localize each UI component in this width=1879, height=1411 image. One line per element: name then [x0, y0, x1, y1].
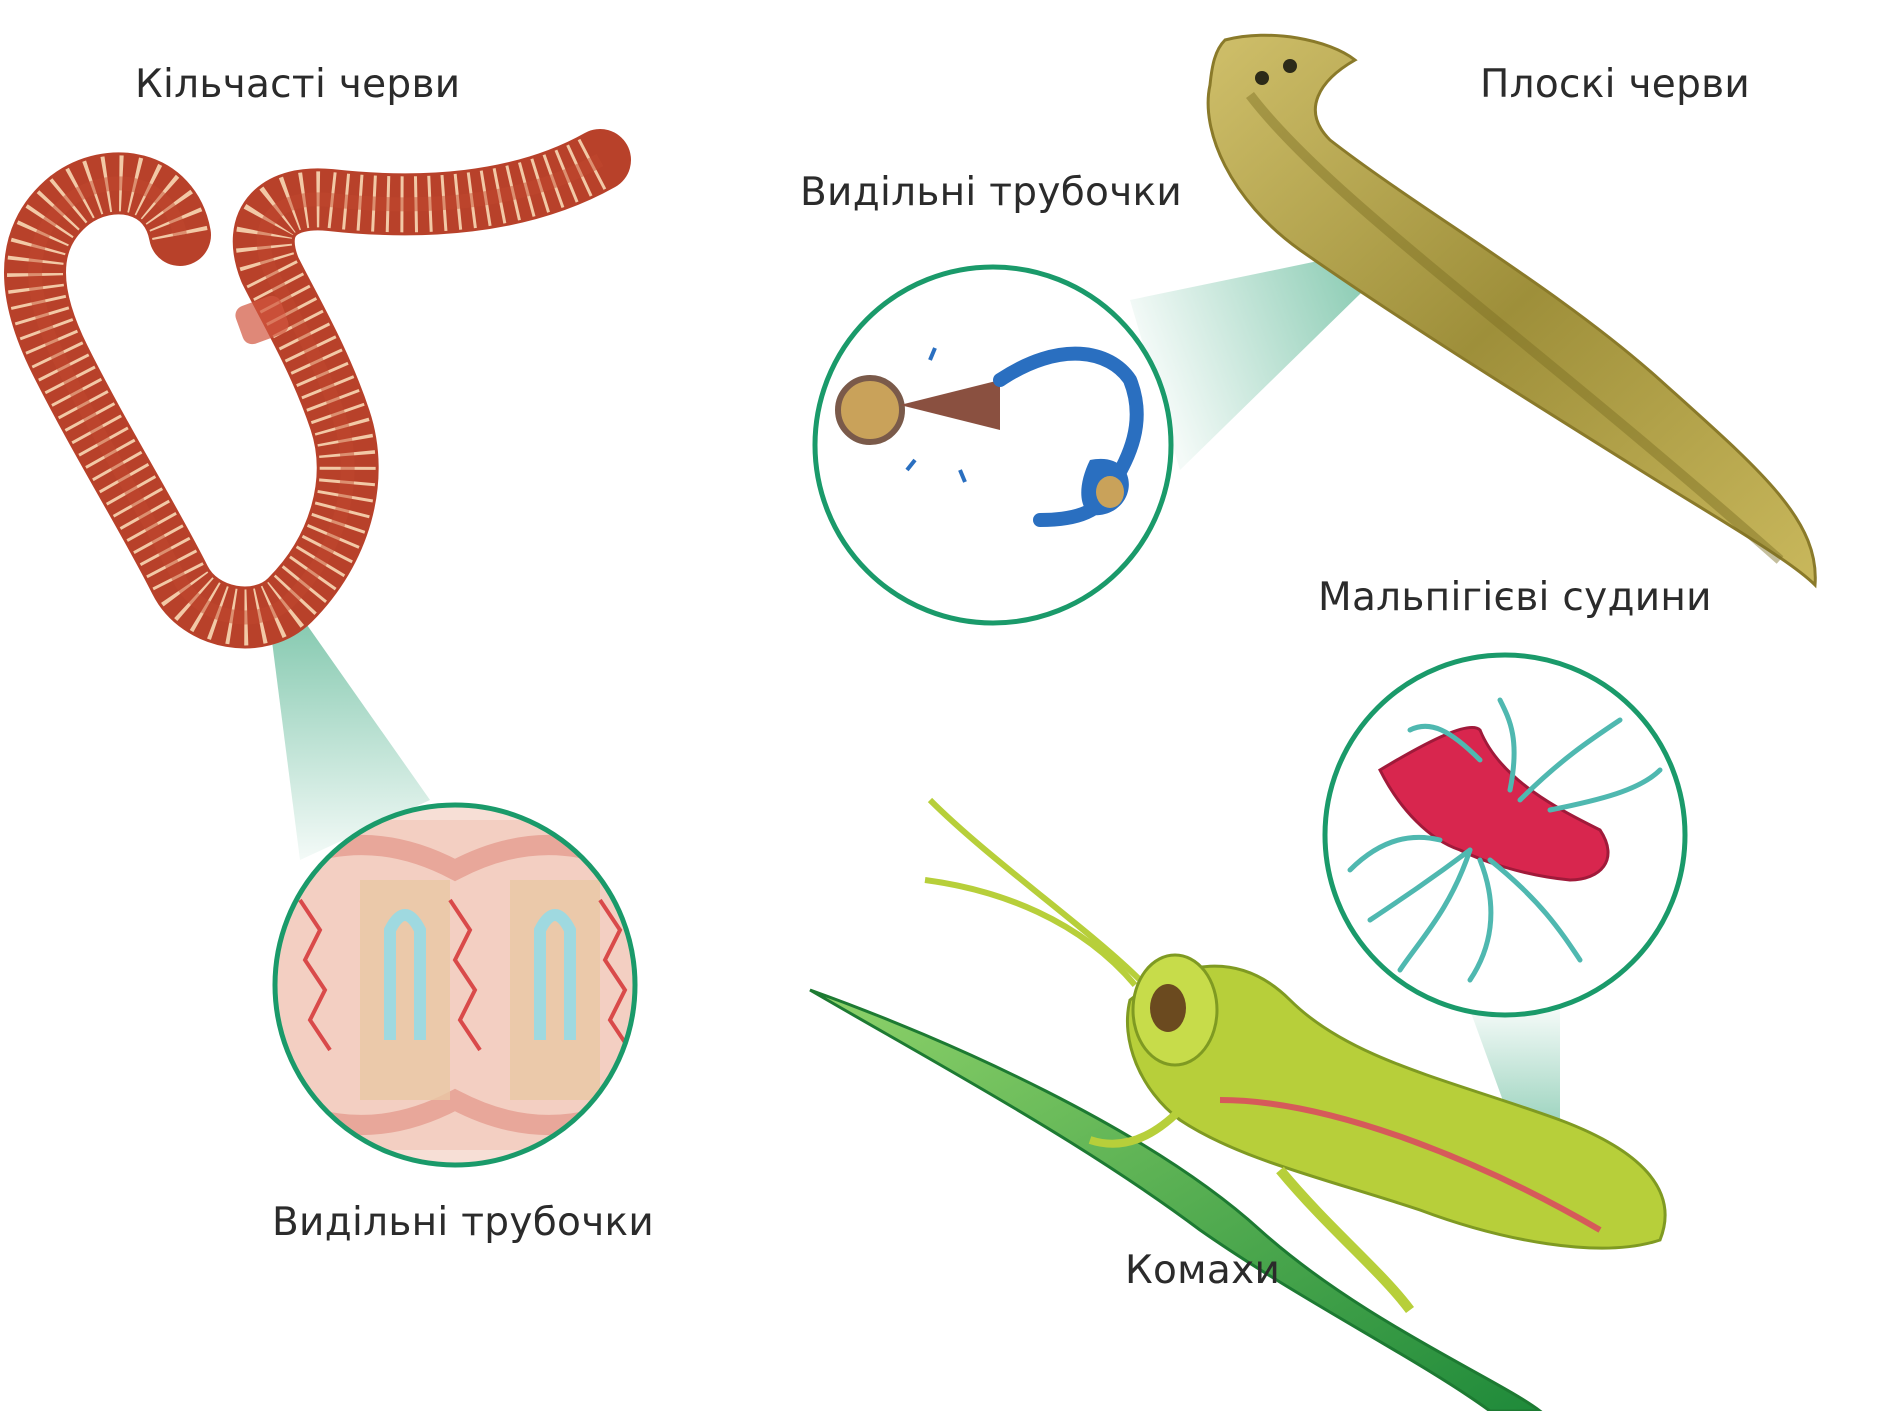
label-annelids: Кільчасті черви — [135, 62, 461, 107]
label-malpighian-tubules: Мальпігієві судини — [1318, 575, 1712, 620]
flatworm-illustration — [1206, 33, 1817, 589]
label-flatworms: Плоскі черви — [1480, 62, 1751, 107]
flatworm-callout-beam — [1130, 245, 1405, 470]
grasshopper-illustration — [809, 797, 1667, 1411]
label-flatworm-tubules: Видільні трубочки — [800, 170, 1183, 215]
insect-callout-beam — [1470, 1010, 1560, 1130]
malpighian-tubules-icon — [1322, 652, 1688, 1018]
nephridia-icon — [272, 802, 638, 1168]
annelid-callout-beam — [268, 610, 430, 860]
label-annelid-tubules: Видільні трубочки — [272, 1200, 655, 1245]
label-insects: Комахи — [1125, 1248, 1281, 1293]
earthworm-illustration — [4, 129, 631, 649]
protonephridia-icon — [812, 264, 1174, 626]
